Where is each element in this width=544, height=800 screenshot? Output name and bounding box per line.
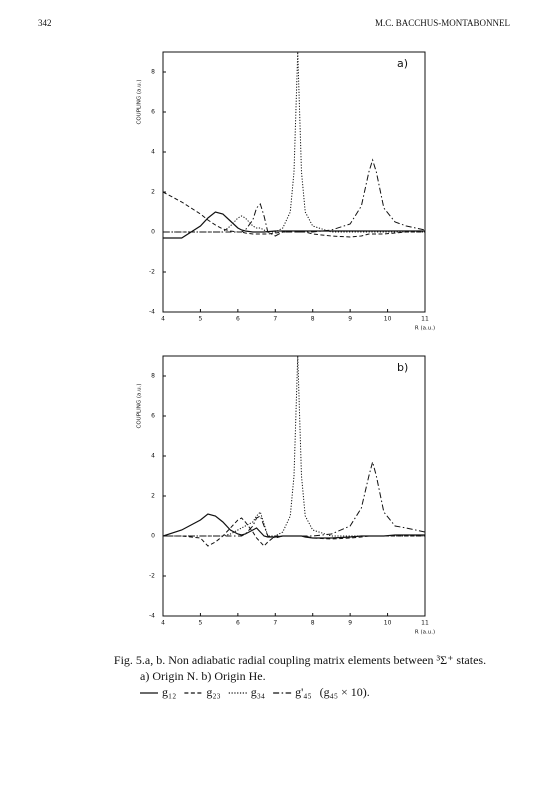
plot-frame: [162, 51, 426, 313]
y-tick-label: 8: [151, 69, 155, 76]
y-tick-label: -4: [149, 309, 155, 316]
series-line: [163, 52, 425, 233]
x-tick-label: 5: [199, 620, 203, 627]
x-tick-label: 7: [273, 316, 277, 323]
legend-label: g₂₃: [206, 685, 220, 699]
page-number: 342: [38, 18, 52, 28]
x-tick-label: 6: [236, 316, 240, 323]
x-tick-label: 7: [273, 620, 277, 627]
x-tick-label: 5: [199, 316, 203, 323]
y-tick-label: 0: [151, 533, 155, 540]
legend-label: g₃₄: [251, 685, 265, 699]
panel-label: a): [397, 57, 408, 70]
x-tick-label: 4: [161, 620, 165, 627]
x-axis-label: R (a.u.): [415, 630, 435, 636]
x-tick-label: 10: [384, 316, 392, 323]
legend-label: g'₄₅: [295, 685, 312, 699]
series-line: [163, 517, 425, 547]
x-tick-label: 8: [311, 316, 315, 323]
x-tick-label: 8: [311, 620, 315, 627]
x-tick-label: 4: [161, 316, 165, 323]
y-tick-label: 2: [151, 189, 155, 196]
x-tick-label: 11: [421, 620, 429, 627]
y-tick-label: 0: [151, 229, 155, 236]
x-tick-label: 10: [384, 620, 392, 627]
y-tick-label: -4: [149, 613, 155, 620]
caption: a) Origin N. b) Origin He.: [140, 669, 266, 683]
series-line: [163, 211, 425, 239]
x-tick-label: 6: [236, 620, 240, 627]
y-tick-label: 6: [151, 413, 155, 420]
running-head: M.C. BACCHUS-MONTABONNEL: [375, 18, 510, 28]
series-line: [163, 191, 425, 238]
x-tick-label: 11: [421, 316, 429, 323]
caption: Fig. 5.a, b. Non adiabatic radial coupli…: [114, 653, 486, 667]
y-tick-label: 8: [151, 373, 155, 380]
x-tick-label: 9: [348, 316, 352, 323]
series-line: [163, 460, 425, 539]
plot-frame: [162, 355, 426, 617]
x-tick-label: 9: [348, 620, 352, 627]
panel-label: b): [397, 361, 408, 374]
y-axis-label: COUPLING (a.u.): [137, 384, 143, 429]
series-line: [163, 513, 425, 539]
y-tick-label: 2: [151, 493, 155, 500]
y-axis-label: COUPLING (a.u.): [137, 80, 143, 125]
series-line: [163, 158, 425, 237]
legend-label: g₁₂: [162, 685, 176, 699]
y-tick-label: -2: [149, 269, 155, 276]
series-line: [163, 356, 425, 537]
caption-note: (g₄₅ × 10).: [320, 685, 370, 699]
y-tick-label: 6: [151, 109, 155, 116]
y-tick-label: 4: [151, 453, 155, 460]
y-tick-label: -2: [149, 573, 155, 580]
y-tick-label: 4: [151, 149, 155, 156]
x-axis-label: R (a.u.): [415, 326, 435, 332]
